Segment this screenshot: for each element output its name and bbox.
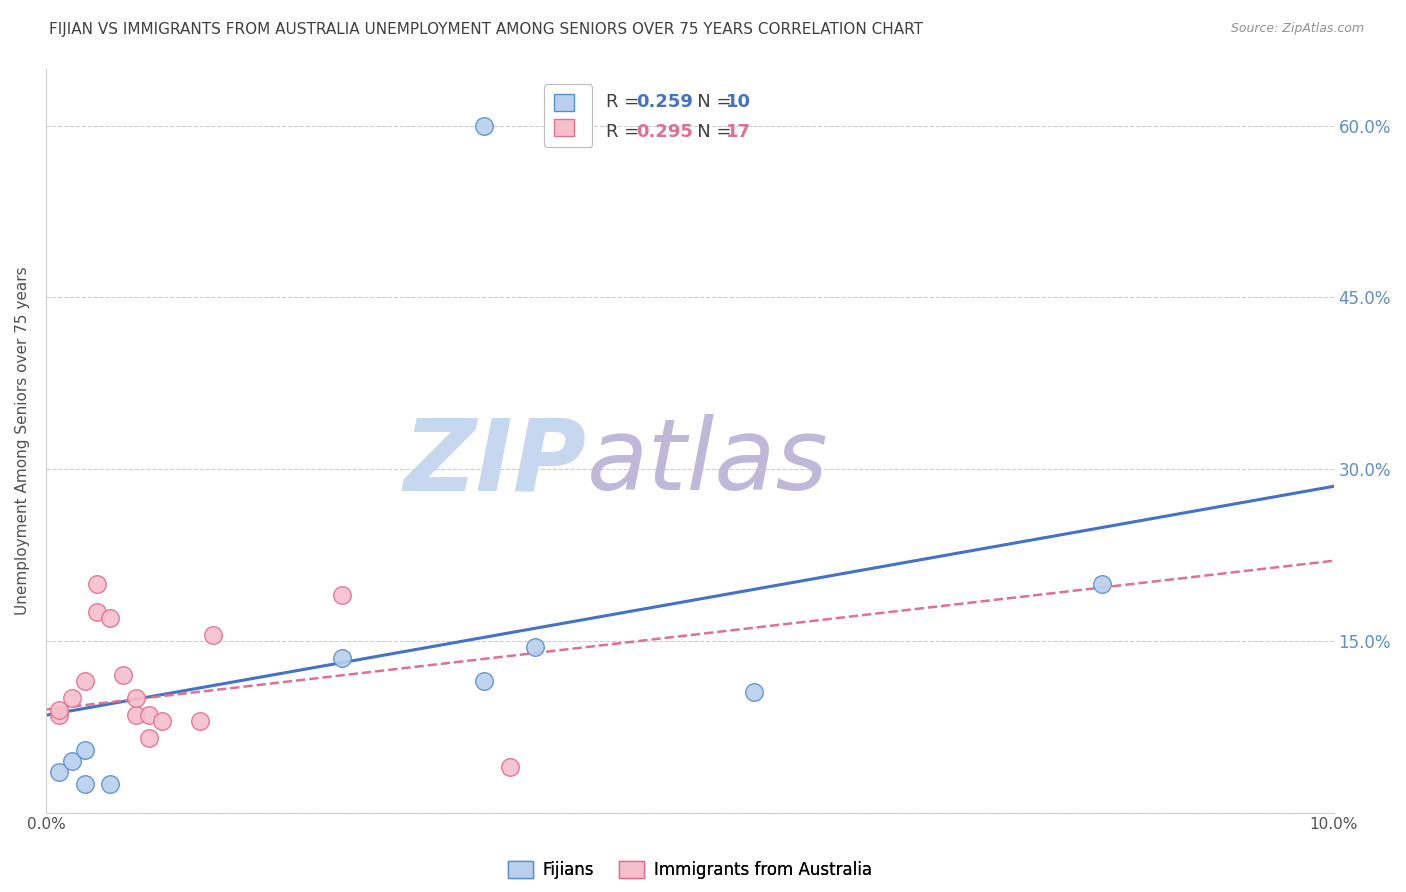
Point [472, 119, 495, 133]
Point [48, 765, 70, 780]
Text: N =: N = [679, 93, 737, 111]
Y-axis label: Unemployment Among Seniors over 75 years: Unemployment Among Seniors over 75 years [15, 266, 30, 615]
Point [524, 640, 547, 654]
Point [86, 605, 108, 619]
Point [125, 708, 148, 723]
Point [330, 588, 353, 602]
Text: N =: N = [679, 123, 737, 141]
Point [48, 708, 70, 723]
Point [98, 611, 121, 625]
Point [330, 651, 353, 665]
Text: atlas: atlas [586, 415, 828, 511]
Point [498, 760, 520, 774]
Point [472, 673, 495, 688]
Text: 10: 10 [725, 93, 751, 111]
Point [112, 668, 135, 682]
Point [60, 754, 83, 768]
Point [202, 628, 225, 642]
Point [86, 576, 108, 591]
Point [48, 702, 70, 716]
Point [150, 714, 173, 728]
Text: 0.259: 0.259 [636, 93, 693, 111]
Point [73, 777, 96, 791]
Point [138, 708, 160, 723]
Text: R =: R = [606, 93, 645, 111]
Text: FIJIAN VS IMMIGRANTS FROM AUSTRALIA UNEMPLOYMENT AMONG SENIORS OVER 75 YEARS COR: FIJIAN VS IMMIGRANTS FROM AUSTRALIA UNEM… [49, 22, 924, 37]
Point [73, 742, 96, 756]
Text: 17: 17 [725, 123, 751, 141]
Text: R =: R = [606, 123, 645, 141]
Point [138, 731, 160, 746]
Legend: Fijians, Immigrants from Australia: Fijians, Immigrants from Australia [501, 855, 879, 886]
Point [1091, 576, 1114, 591]
Text: Source: ZipAtlas.com: Source: ZipAtlas.com [1230, 22, 1364, 36]
Point [742, 685, 765, 699]
Point [73, 673, 96, 688]
Point [60, 691, 83, 706]
Point [98, 777, 121, 791]
Text: 0.295: 0.295 [636, 123, 693, 141]
Text: ZIP: ZIP [404, 415, 586, 511]
Point [125, 691, 148, 706]
Point [190, 714, 212, 728]
